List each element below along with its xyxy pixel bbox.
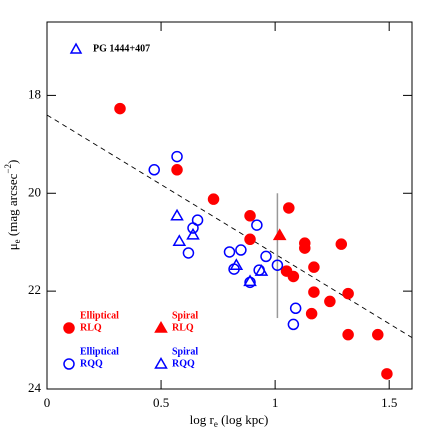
legend-group: RQQ: [80, 358, 103, 369]
point: [251, 219, 263, 231]
point: [244, 210, 256, 222]
legend-name: Spiral: [172, 310, 198, 321]
legend-group: RLQ: [172, 322, 194, 333]
x-tick-label: 0.5: [153, 395, 169, 410]
legend-marker: [154, 321, 168, 333]
point: [381, 368, 393, 380]
point: [289, 302, 302, 315]
y-label-text: (mag arcsec: [5, 173, 20, 239]
point: [186, 227, 200, 240]
y-tick-label: 20: [28, 184, 41, 199]
point: [283, 202, 295, 214]
fit-line: [46, 114, 413, 339]
point: [182, 247, 195, 259]
point: [244, 233, 256, 246]
y-tick-label: 24: [28, 380, 42, 395]
y-label-sup: −2: [3, 164, 13, 174]
legend-group: RQQ: [172, 358, 195, 369]
x-tick-label: 0: [44, 395, 51, 410]
x-label-text: log r: [190, 412, 215, 427]
y-label-close: ): [5, 160, 20, 164]
point: [148, 164, 160, 176]
annotation-marker: [69, 42, 83, 54]
point: [171, 150, 183, 163]
point: [223, 246, 236, 258]
point: [335, 238, 348, 250]
point: [171, 164, 183, 176]
point: [342, 287, 354, 300]
point: [287, 318, 300, 331]
point: [229, 258, 244, 270]
point: [287, 270, 300, 283]
point: [299, 237, 311, 249]
point: [308, 286, 320, 298]
point: [187, 222, 199, 234]
x-tick-label: 1.5: [381, 395, 397, 410]
legend-marker: [63, 358, 75, 370]
y-label-symbol: μ: [5, 243, 20, 250]
point: [172, 234, 187, 246]
point: [272, 228, 287, 241]
y-tick-label: 18: [28, 86, 41, 101]
y-axis-label: μe (mag arcsec−2): [3, 160, 22, 251]
plot-frame: [46, 21, 413, 390]
x-label-sub: e: [214, 419, 218, 429]
point: [260, 250, 272, 263]
point: [308, 261, 320, 273]
legend-name: Spiral: [172, 346, 198, 357]
point: [271, 259, 284, 271]
point: [243, 274, 257, 287]
legend-name: Elliptical: [80, 310, 119, 321]
point: [207, 193, 220, 205]
y-tick-label: 22: [28, 282, 41, 297]
annotation: PG 1444+407: [93, 43, 150, 54]
point: [372, 328, 384, 341]
point: [114, 102, 126, 115]
point: [170, 208, 184, 221]
x-label-rest: (log kpc): [218, 412, 269, 427]
point: [324, 295, 336, 308]
y-label-sub: e: [12, 239, 22, 243]
legend-marker: [63, 322, 75, 334]
x-tick-label: 1: [272, 395, 279, 410]
legend-name: Elliptical: [80, 346, 119, 357]
x-axis-label: log re (log kpc): [190, 412, 269, 429]
point: [235, 244, 247, 256]
point: [305, 307, 318, 320]
legend-marker: [154, 357, 168, 369]
point: [342, 328, 354, 341]
legend-group: RLQ: [80, 322, 102, 333]
point: [254, 264, 269, 276]
